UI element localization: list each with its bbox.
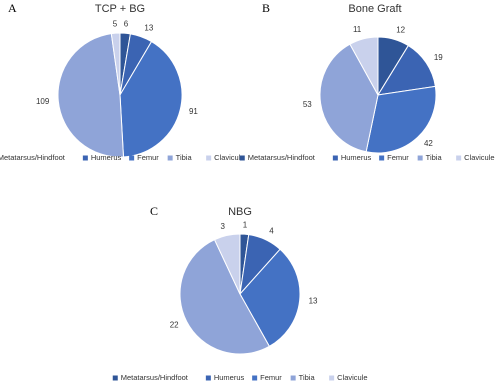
- pie-slice: [213, 233, 241, 295]
- value-label: 11: [353, 25, 362, 34]
- value-label: 12: [396, 26, 405, 35]
- legend-label: Tibia: [176, 153, 193, 162]
- value-label: 91: [189, 107, 198, 116]
- value-label: 109: [36, 97, 50, 106]
- panel-label: C: [150, 204, 158, 218]
- legend-swatch: [456, 155, 462, 161]
- value-label: 13: [144, 23, 153, 32]
- pie-slice: [110, 32, 121, 96]
- value-label: 53: [303, 100, 312, 109]
- legend-label: Tibia: [426, 153, 443, 162]
- chart-title: NBG: [228, 206, 252, 218]
- chart-title: TCP + BG: [95, 3, 145, 15]
- pie-slice: [119, 40, 183, 158]
- value-label: 6: [124, 19, 129, 28]
- legend-label: Clavicule: [214, 153, 244, 162]
- legend-label: Clavicule: [337, 373, 367, 382]
- pie-slice: [57, 33, 125, 158]
- legend-swatch: [206, 155, 212, 161]
- legend-label: Humerus: [214, 373, 245, 382]
- value-label: 4: [269, 227, 274, 236]
- pie-slice: [179, 239, 271, 355]
- legend-label: Clavicule: [464, 153, 494, 162]
- value-label: 42: [424, 139, 433, 148]
- value-label: 19: [434, 53, 443, 62]
- legend-swatch: [82, 155, 88, 161]
- legend-swatch: [112, 375, 118, 381]
- legend-swatch: [329, 375, 335, 381]
- legend-label: Humerus: [91, 153, 122, 162]
- pie-slice: [365, 85, 437, 154]
- value-label: 5: [113, 19, 118, 28]
- value-label: 1: [243, 220, 248, 229]
- legend-swatch: [129, 155, 135, 161]
- pie-slice: [319, 43, 379, 153]
- legend-swatch: [205, 375, 211, 381]
- legend-label: Femur: [260, 373, 282, 382]
- legend-label: Metatarsus/Hindfoot: [248, 153, 316, 162]
- panel-label: B: [262, 1, 270, 15]
- legend-swatch: [417, 155, 423, 161]
- legend-label: Femur: [137, 153, 159, 162]
- legend-swatch: [332, 155, 338, 161]
- chart-title: Bone Graft: [348, 3, 401, 15]
- legend-label: Tibia: [299, 373, 316, 382]
- value-label: 3: [221, 222, 226, 231]
- value-label: 22: [170, 321, 179, 330]
- legend-swatch: [239, 155, 245, 161]
- legend-swatch: [290, 375, 296, 381]
- legend-label: Metatarsus/Hindfoot: [121, 373, 189, 382]
- legend-label: Humerus: [341, 153, 372, 162]
- value-label: 13: [309, 297, 318, 306]
- legend-swatch: [379, 155, 385, 161]
- legend-label: Metatarsus/Hindfoot: [0, 153, 66, 162]
- panel-label: A: [8, 1, 17, 15]
- pie-slice: [239, 248, 301, 348]
- legend-label: Femur: [387, 153, 409, 162]
- pie-slice: [349, 36, 379, 96]
- legend-swatch: [167, 155, 173, 161]
- legend-swatch: [252, 375, 258, 381]
